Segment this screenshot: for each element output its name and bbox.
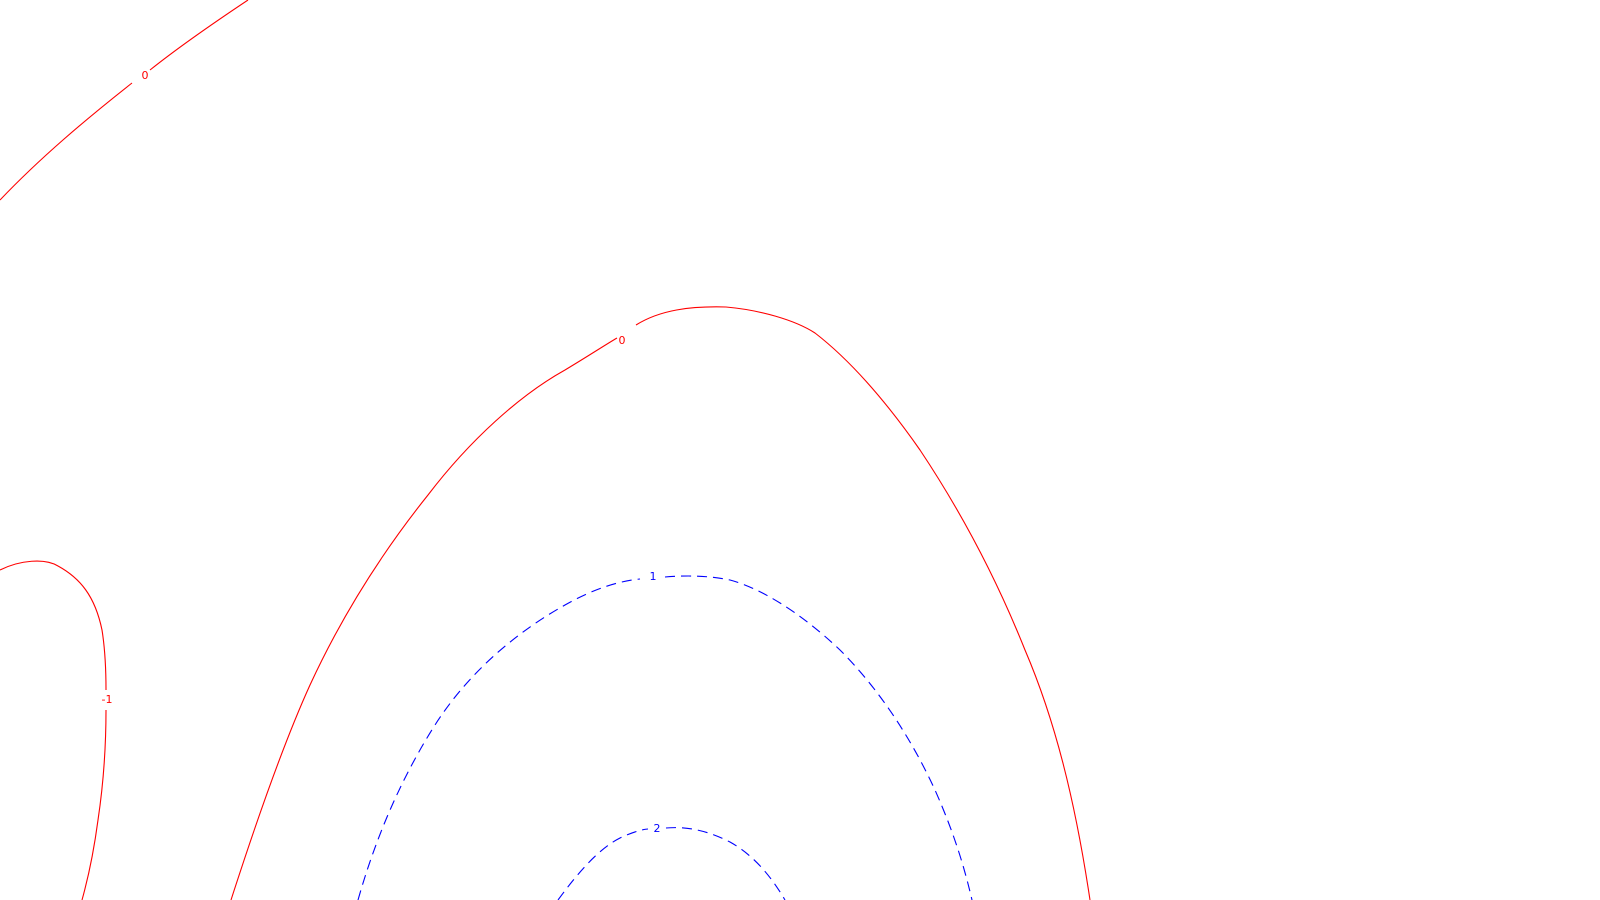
contour-line-top-left-zero: 0: [0, 0, 249, 201]
contour-label-blue-two: 2: [654, 822, 661, 835]
contour-path-left-minus-one: [0, 560, 107, 900]
contour-path-blue-two: [557, 827, 786, 900]
contour-label-left-minus-one: -1: [102, 693, 113, 706]
contour-line-blue-two: 2: [557, 822, 786, 900]
contour-path-top-left-zero: [0, 0, 249, 201]
contour-line-left-minus-one: -1: [0, 560, 113, 900]
contour-label-top-left-zero: 0: [142, 69, 149, 82]
contour-path-upper-arc-zero: [230, 306, 1091, 900]
contour-line-blue-one: 1: [357, 570, 973, 900]
contour-label-blue-one: 1: [650, 570, 657, 583]
contour-path-blue-one: [357, 575, 973, 900]
contour-line-upper-arc-zero: 0: [230, 306, 1091, 900]
contour-label-upper-arc-zero: 0: [619, 334, 626, 347]
